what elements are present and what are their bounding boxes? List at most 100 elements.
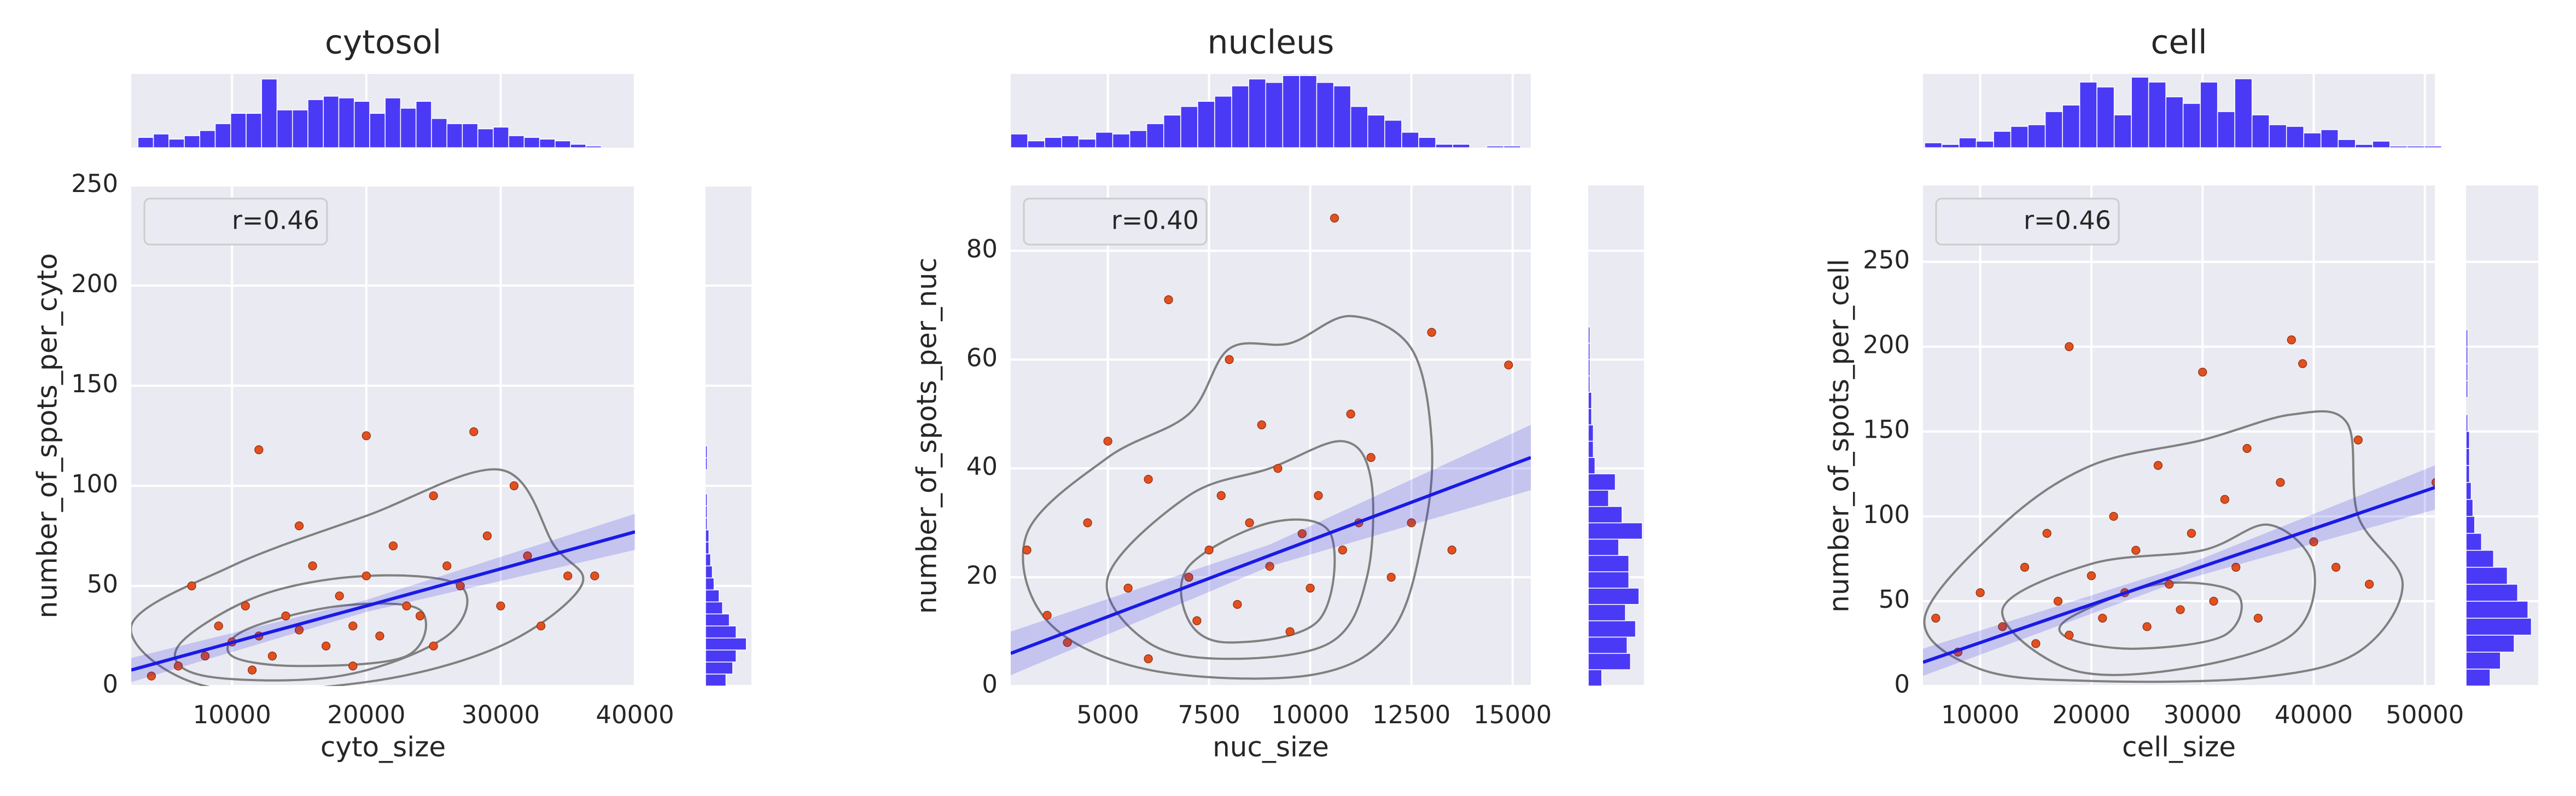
scatter-point [241,601,250,611]
scatter-point [509,481,519,491]
y-hist-bar [2466,499,2474,517]
x-hist-bar [353,101,370,148]
y-hist-bar [2466,635,2515,653]
y-hist-bar [1588,440,1594,458]
x-hist-bar [2044,111,2063,148]
y-hist-bar [1588,506,1623,524]
y-tick-label: 100 [71,469,118,498]
scatter-point [2131,545,2141,555]
scatter-point [2298,359,2307,368]
x-hist-bar [2079,82,2097,148]
y-hist-bar [2466,465,2470,483]
scatter-point [2332,562,2341,572]
legend-label: r=0.40 [1111,206,1199,235]
joint-panel: 10000 20000 30000 40000 0 50 100 150 200 250 r=0.4… [32,24,751,763]
y-hist-bar [705,505,708,519]
x-tick-label: 12500 [1372,700,1450,729]
y-tick-label: 150 [71,369,118,398]
x-hist-bar [1231,85,1249,148]
x-hist-bar [415,101,432,148]
x-hist-bar [137,137,154,148]
x-hist-bar [1197,101,1215,148]
y-hist-bar [1588,424,1594,442]
y-hist-bar [705,673,727,687]
x-tick-label: 10000 [1271,700,1349,729]
x-axis-label: nuc_size [1213,731,1329,763]
y-hist-bar [705,577,715,591]
plot-layer [1923,335,2435,683]
x-tick-label: 30000 [2164,700,2242,729]
scatter-point [1407,518,1416,527]
kde-contour [2001,523,2316,676]
x-hist-bar [2354,144,2373,148]
y-hist-bar [1588,571,1629,589]
x-hist-bar [1248,78,1266,148]
scatter-point [1245,518,1254,527]
y-tick-label: 0 [1894,670,1910,699]
x-hist-bar [1350,106,1368,148]
y-hist-bar [1588,653,1631,670]
y-hist-bar [2466,346,2468,364]
y-hist-bar [1588,538,1619,556]
x-hist-bar [153,133,170,148]
y-hist-bar [705,517,708,531]
x-hist-bar [307,99,324,148]
x-hist-bar [1316,82,1334,148]
x-hist-bar [1010,133,1028,148]
scatter-point [2031,639,2041,648]
x-hist-bar [384,97,401,148]
scatter-point [2042,528,2052,538]
y-hist-bar [2466,533,2482,551]
scatter-point [2098,613,2107,623]
y-hist-bar [1588,392,1592,409]
scatter-point [1022,545,1031,555]
x-hist-bar [168,138,185,148]
x-hist-bar [199,130,216,148]
y-hist-bar [705,637,747,650]
scatter-point [388,541,398,550]
x-hist-bar [2372,141,2391,148]
scatter-point [2065,342,2074,351]
scatter-point [214,621,223,631]
y-axis-label: number_of_spots_per_cell [1823,259,1855,612]
scatter-point [322,641,331,650]
y-hist-bar [705,553,712,567]
scatter-point [1998,622,2007,631]
y-tick-label: 60 [966,343,998,372]
scatter-point [348,621,358,631]
regression-line [131,530,635,672]
kde-contour [173,574,469,682]
x-hist-bar [1112,133,1130,148]
y-hist-bar [2466,618,2532,636]
x-hist-bar [508,135,525,148]
x-hist-bar [1941,144,1960,148]
x-hist-bar [1975,141,1994,148]
x-hist-bar [2423,146,2442,148]
scatter-point [2087,571,2096,580]
x-hist-bar [1129,130,1147,148]
x-axis-label: cyto_size [320,731,446,763]
y-hist-bar [1588,620,1636,638]
y-hist-bar [705,649,737,663]
scatter-point [335,591,344,601]
x-hist-bar [2148,82,2166,148]
scatter-point [173,661,183,671]
x-hist-bar [2234,78,2253,148]
x-hist-bar [570,143,587,148]
scatter-point [2065,630,2074,640]
y-axis-label: number_of_spots_per_nuc [911,258,943,614]
scatter-point [2176,605,2185,614]
x-tick-label: 30000 [462,700,540,729]
y-hist-bar [1588,408,1592,426]
x-hist-bar [1486,146,1505,148]
scatter-point [1184,572,1193,582]
kde-contour [1105,440,1374,660]
x-hist-bar [431,118,447,148]
scatter-point [2187,528,2196,538]
x-hist-bar [2303,132,2322,148]
y-hist-bar [705,493,708,507]
scatter-point [1273,464,1283,473]
legend-label: r=0.46 [2024,206,2111,235]
x-tick-label: 50000 [2386,700,2464,729]
scatter-point [1192,616,1202,625]
